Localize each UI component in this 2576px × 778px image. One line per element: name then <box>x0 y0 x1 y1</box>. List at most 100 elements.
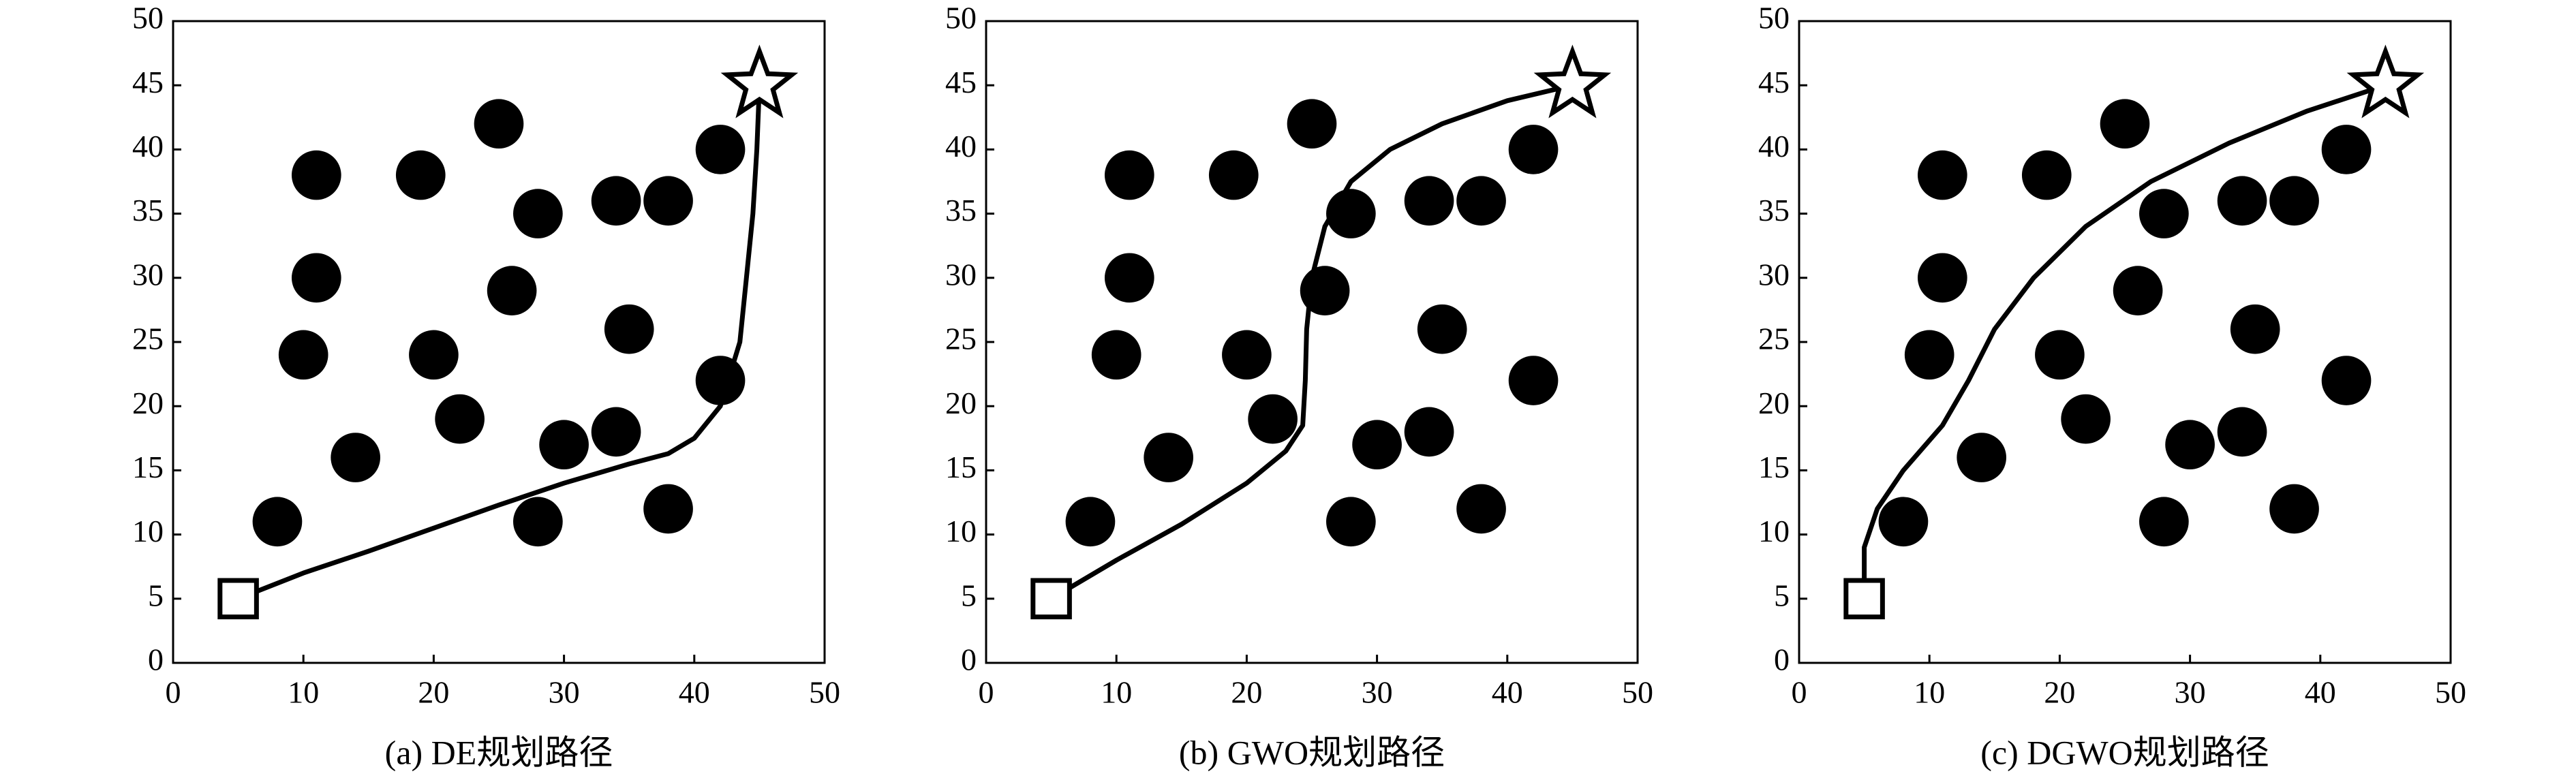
obstacle <box>1287 99 1337 149</box>
obstacle <box>2100 99 2150 149</box>
y-tick-label: 35 <box>945 193 977 228</box>
obstacle <box>1248 394 1298 444</box>
y-tick-label: 5 <box>1774 578 1790 612</box>
obstacle <box>1104 253 1154 303</box>
x-tick-label: 20 <box>418 675 449 710</box>
obstacle <box>2113 266 2163 315</box>
goal-marker <box>2346 44 2425 119</box>
obstacle <box>1508 125 1559 174</box>
y-tick-label: 30 <box>132 257 164 292</box>
y-tick-label: 0 <box>148 642 164 677</box>
obstacle <box>1456 484 1506 534</box>
y-tick-label: 25 <box>945 322 977 356</box>
y-tick-label: 45 <box>132 65 164 99</box>
obstacle <box>591 176 641 226</box>
y-tick-label: 40 <box>1758 129 1790 164</box>
x-tick-label: 30 <box>2175 675 2206 710</box>
obstacle <box>1104 150 1154 200</box>
y-tick-label: 30 <box>945 257 977 292</box>
obstacle <box>2217 176 2267 226</box>
obstacle <box>643 484 693 534</box>
x-tick-label: 10 <box>1101 675 1132 710</box>
obstacle <box>1091 330 1141 380</box>
obstacle <box>409 330 459 380</box>
start-marker <box>1843 578 1885 620</box>
y-tick-label: 5 <box>148 578 164 612</box>
obstacle <box>2230 304 2280 354</box>
obstacle <box>604 304 654 354</box>
obstacle <box>435 394 485 444</box>
obstacle <box>513 189 563 238</box>
path-line <box>1049 82 1574 601</box>
x-tick-label: 0 <box>166 675 181 710</box>
y-tick-label: 50 <box>945 1 977 35</box>
obstacle <box>487 266 537 315</box>
x-tick-label: 20 <box>1231 675 1262 710</box>
y-tick-label: 10 <box>1758 514 1790 548</box>
obstacle <box>2139 497 2189 547</box>
y-tick-label: 20 <box>1758 386 1790 420</box>
obstacle <box>2321 125 2372 174</box>
obstacle <box>1508 356 1559 405</box>
y-tick-label: 50 <box>132 1 164 35</box>
obstacle <box>1352 420 1402 470</box>
x-tick-label: 40 <box>679 675 710 710</box>
y-tick-label: 40 <box>132 129 164 164</box>
chart-caption: (a) DE规划路径 <box>385 733 613 771</box>
obstacle <box>513 497 563 547</box>
chart-caption: (b) GWO规划路径 <box>1179 733 1445 771</box>
obstacle <box>1326 497 1376 547</box>
obstacle <box>695 125 746 174</box>
obstacle <box>591 407 641 457</box>
obstacle <box>2321 356 2372 405</box>
obstacle <box>1917 150 1967 200</box>
obstacle <box>1065 497 1116 547</box>
obstacle <box>252 497 303 547</box>
x-tick-label: 10 <box>1914 675 1945 710</box>
goal-marker <box>720 44 799 119</box>
obstacle <box>395 150 446 200</box>
x-tick-label: 40 <box>1492 675 1523 710</box>
y-tick-label: 30 <box>1758 257 1790 292</box>
obstacle <box>2035 330 2085 380</box>
obstacle <box>2139 189 2189 238</box>
y-tick-label: 45 <box>1758 65 1790 99</box>
y-tick-label: 5 <box>961 578 977 612</box>
obstacle <box>2061 394 2111 444</box>
y-tick-label: 0 <box>1774 642 1790 677</box>
obstacle <box>1878 497 1929 547</box>
obstacle <box>1904 330 1954 380</box>
x-tick-label: 50 <box>809 675 840 710</box>
y-tick-label: 15 <box>132 450 164 484</box>
x-tick-label: 50 <box>2435 675 2466 710</box>
obstacle <box>1144 433 1194 482</box>
obstacle <box>1208 150 1259 200</box>
obstacle <box>2269 176 2319 226</box>
start-marker <box>217 578 259 620</box>
obstacle <box>539 420 589 470</box>
obstacle <box>2165 420 2215 470</box>
x-tick-label: 50 <box>1622 675 1653 710</box>
goal-marker <box>1533 44 1612 119</box>
path-line <box>237 85 762 602</box>
x-tick-label: 10 <box>288 675 319 710</box>
x-tick-label: 30 <box>1362 675 1393 710</box>
obstacle <box>643 176 693 226</box>
obstacle <box>1417 304 1467 354</box>
start-marker <box>1030 578 1072 620</box>
x-tick-label: 30 <box>549 675 580 710</box>
y-tick-label: 25 <box>1758 322 1790 356</box>
chart-caption: (c) DGWO规划路径 <box>1980 733 2269 771</box>
x-tick-label: 0 <box>1792 675 1807 710</box>
x-tick-label: 20 <box>2044 675 2075 710</box>
obstacle <box>474 99 524 149</box>
y-tick-label: 15 <box>945 450 977 484</box>
obstacle <box>695 356 746 405</box>
obstacle <box>2217 407 2267 457</box>
y-tick-label: 35 <box>1758 193 1790 228</box>
path-line <box>1862 82 2387 599</box>
obstacle <box>1222 330 1272 380</box>
y-tick-label: 0 <box>961 642 977 677</box>
